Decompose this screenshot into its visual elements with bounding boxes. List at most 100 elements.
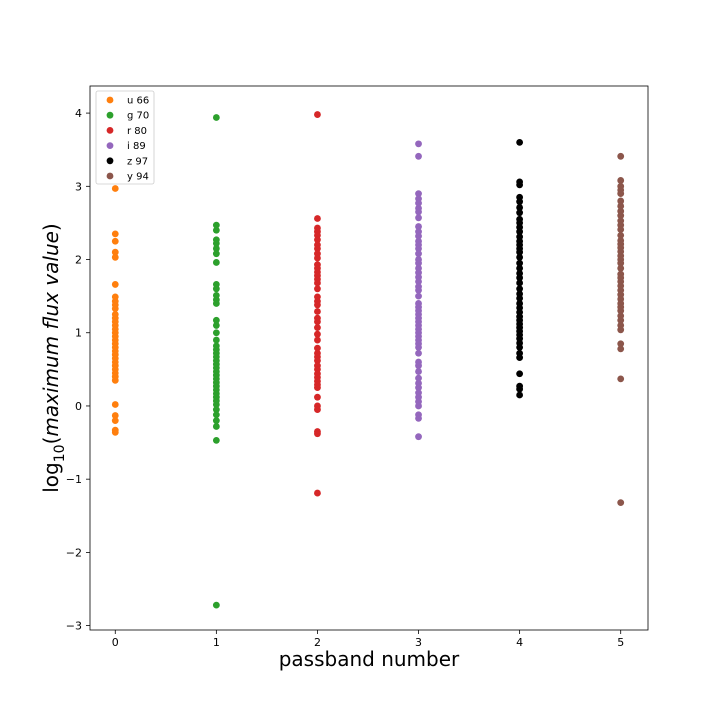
data-point	[516, 253, 524, 261]
data-point	[617, 264, 625, 272]
y-tick-label: 4	[75, 107, 82, 120]
data-point	[314, 357, 321, 364]
data-point	[111, 305, 119, 312]
data-point	[617, 197, 625, 205]
legend-label: u 66	[127, 96, 149, 107]
x-axis-ticks: 0 1 2 3 4 5	[112, 630, 624, 649]
data-point	[617, 202, 625, 210]
legend-marker	[106, 157, 114, 165]
y-axis-label-subscript: 10	[52, 444, 68, 462]
data-point	[212, 423, 220, 430]
data-point	[415, 190, 422, 198]
plot-area-frame	[89, 85, 649, 631]
data-point	[111, 401, 119, 408]
data-point	[314, 330, 321, 338]
data-point	[415, 259, 422, 267]
data-point	[212, 401, 220, 408]
data-point	[516, 354, 524, 362]
data-point	[415, 362, 422, 370]
data-point	[415, 292, 422, 300]
legend-marker	[106, 126, 114, 134]
data-point	[212, 221, 220, 229]
data-point	[314, 344, 321, 352]
data-point	[314, 430, 321, 438]
data-point	[415, 433, 422, 441]
data-point	[415, 232, 422, 240]
data-point	[212, 411, 220, 419]
y-axis-label-close-paren: )	[39, 223, 63, 231]
data-point	[314, 285, 321, 293]
data-point	[516, 138, 524, 146]
data-point	[212, 300, 220, 307]
data-point	[314, 336, 321, 344]
data-point	[314, 236, 321, 244]
data-point	[314, 393, 321, 401]
legend-marker	[106, 111, 114, 119]
y-tick-label: 2	[75, 254, 82, 267]
data-point	[415, 343, 422, 351]
data-point	[415, 140, 422, 148]
data-point	[516, 370, 524, 378]
data-point	[617, 375, 625, 383]
x-tick-label: 4	[516, 636, 523, 649]
data-point	[212, 240, 220, 247]
data-point	[314, 318, 321, 326]
data-point	[516, 204, 524, 211]
data-point	[314, 308, 321, 315]
data-point	[314, 301, 321, 309]
data-point	[415, 368, 422, 375]
y-axis-label-quantity: maximum flux value	[39, 231, 63, 437]
data-point	[212, 329, 220, 337]
data-point	[516, 248, 524, 256]
data-point	[111, 237, 119, 245]
data-point	[314, 111, 321, 118]
data-point	[212, 226, 220, 234]
legend-marker	[106, 96, 114, 104]
data-point	[212, 245, 220, 252]
data-point	[314, 245, 321, 252]
data-point	[111, 417, 119, 425]
data-point	[617, 231, 625, 239]
data-point	[212, 417, 220, 425]
data-point	[516, 228, 524, 236]
data-point	[516, 343, 524, 351]
data-point	[111, 185, 119, 192]
data-point	[212, 322, 220, 329]
data-point	[212, 285, 220, 293]
data-point	[617, 259, 625, 267]
y-tick-label: 3	[75, 180, 82, 193]
data-point	[314, 406, 321, 414]
data-point	[212, 601, 220, 609]
data-point	[617, 212, 625, 219]
y-tick-label: 1	[75, 327, 82, 340]
y-axis-label-log: log	[39, 462, 63, 493]
data-point	[111, 230, 119, 238]
data-point	[516, 209, 524, 217]
data-point	[111, 376, 119, 384]
data-point	[516, 294, 524, 302]
data-point	[516, 274, 524, 282]
data-point	[415, 402, 422, 410]
data-point	[516, 391, 524, 399]
data-point	[617, 226, 625, 233]
data-point	[415, 384, 422, 392]
y-axis-ticks: −3 −2 −1 0 1 2 3 4	[66, 107, 90, 633]
data-point	[212, 336, 220, 344]
data-point	[617, 190, 625, 198]
data-point	[617, 316, 625, 324]
data-point	[314, 254, 321, 262]
data-point	[111, 412, 119, 419]
data-point	[516, 385, 524, 393]
data-point	[415, 374, 422, 382]
data-point	[212, 250, 220, 258]
x-tick-label: 2	[314, 636, 321, 649]
y-tick-label: −1	[66, 473, 82, 486]
data-point	[516, 181, 524, 189]
data-point	[415, 250, 422, 258]
data-point	[516, 259, 524, 267]
data-point	[516, 285, 524, 293]
data-point	[617, 345, 625, 353]
y-tick-label: −2	[66, 546, 82, 559]
legend-label: r 80	[127, 126, 147, 137]
